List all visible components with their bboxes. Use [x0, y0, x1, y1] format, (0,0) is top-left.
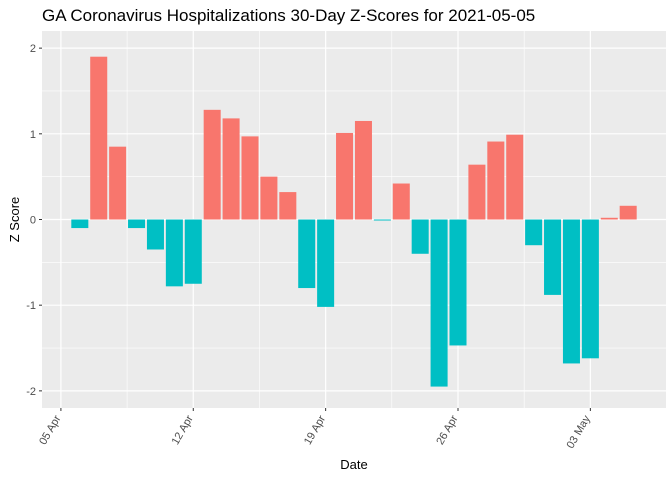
y-tick-label: -2 — [26, 386, 36, 398]
bar — [241, 136, 259, 220]
bar — [279, 192, 297, 220]
bar — [487, 141, 505, 220]
x-tick-label: 05 Apr — [37, 413, 63, 447]
bar — [222, 118, 240, 220]
bars — [71, 56, 637, 387]
bar — [336, 132, 354, 220]
chart-title: GA Coronavirus Hospitalizations 30-Day Z… — [42, 6, 536, 25]
y-axis: -2 -1 0 1 2 — [26, 43, 42, 398]
bar — [71, 219, 89, 229]
bar — [600, 217, 618, 220]
bar — [581, 219, 599, 359]
bar — [392, 183, 410, 220]
bar — [90, 56, 108, 220]
x-tick-label: 12 Apr — [170, 413, 196, 447]
bar — [146, 219, 164, 250]
bar — [430, 219, 448, 387]
bar — [203, 109, 221, 220]
bar — [468, 164, 486, 220]
x-tick-label: 26 Apr — [434, 413, 460, 447]
bar — [354, 120, 372, 220]
x-axis-title: Date — [340, 457, 367, 472]
y-tick-label: 0 — [30, 215, 36, 227]
bar — [373, 219, 391, 221]
bar — [128, 219, 146, 229]
bar — [449, 219, 467, 346]
bar — [544, 219, 562, 295]
bar — [317, 219, 335, 307]
y-tick-label: -1 — [26, 300, 36, 312]
bar — [260, 176, 278, 220]
bar — [184, 219, 202, 284]
bar — [298, 219, 316, 289]
bar — [109, 146, 127, 220]
y-axis-title: Z Score — [7, 197, 22, 243]
bar — [619, 205, 637, 220]
bar — [506, 134, 524, 220]
x-tick-label: 19 Apr — [302, 413, 328, 447]
y-tick-label: 1 — [30, 129, 36, 141]
x-tick-label: 03 May — [565, 413, 594, 451]
bar — [165, 219, 183, 287]
bar — [525, 219, 543, 246]
x-axis: 05 Apr 12 Apr 19 Apr 26 Apr 03 May — [37, 408, 593, 451]
bar — [411, 219, 429, 254]
bar — [562, 219, 580, 364]
y-tick-label: 2 — [30, 43, 36, 55]
